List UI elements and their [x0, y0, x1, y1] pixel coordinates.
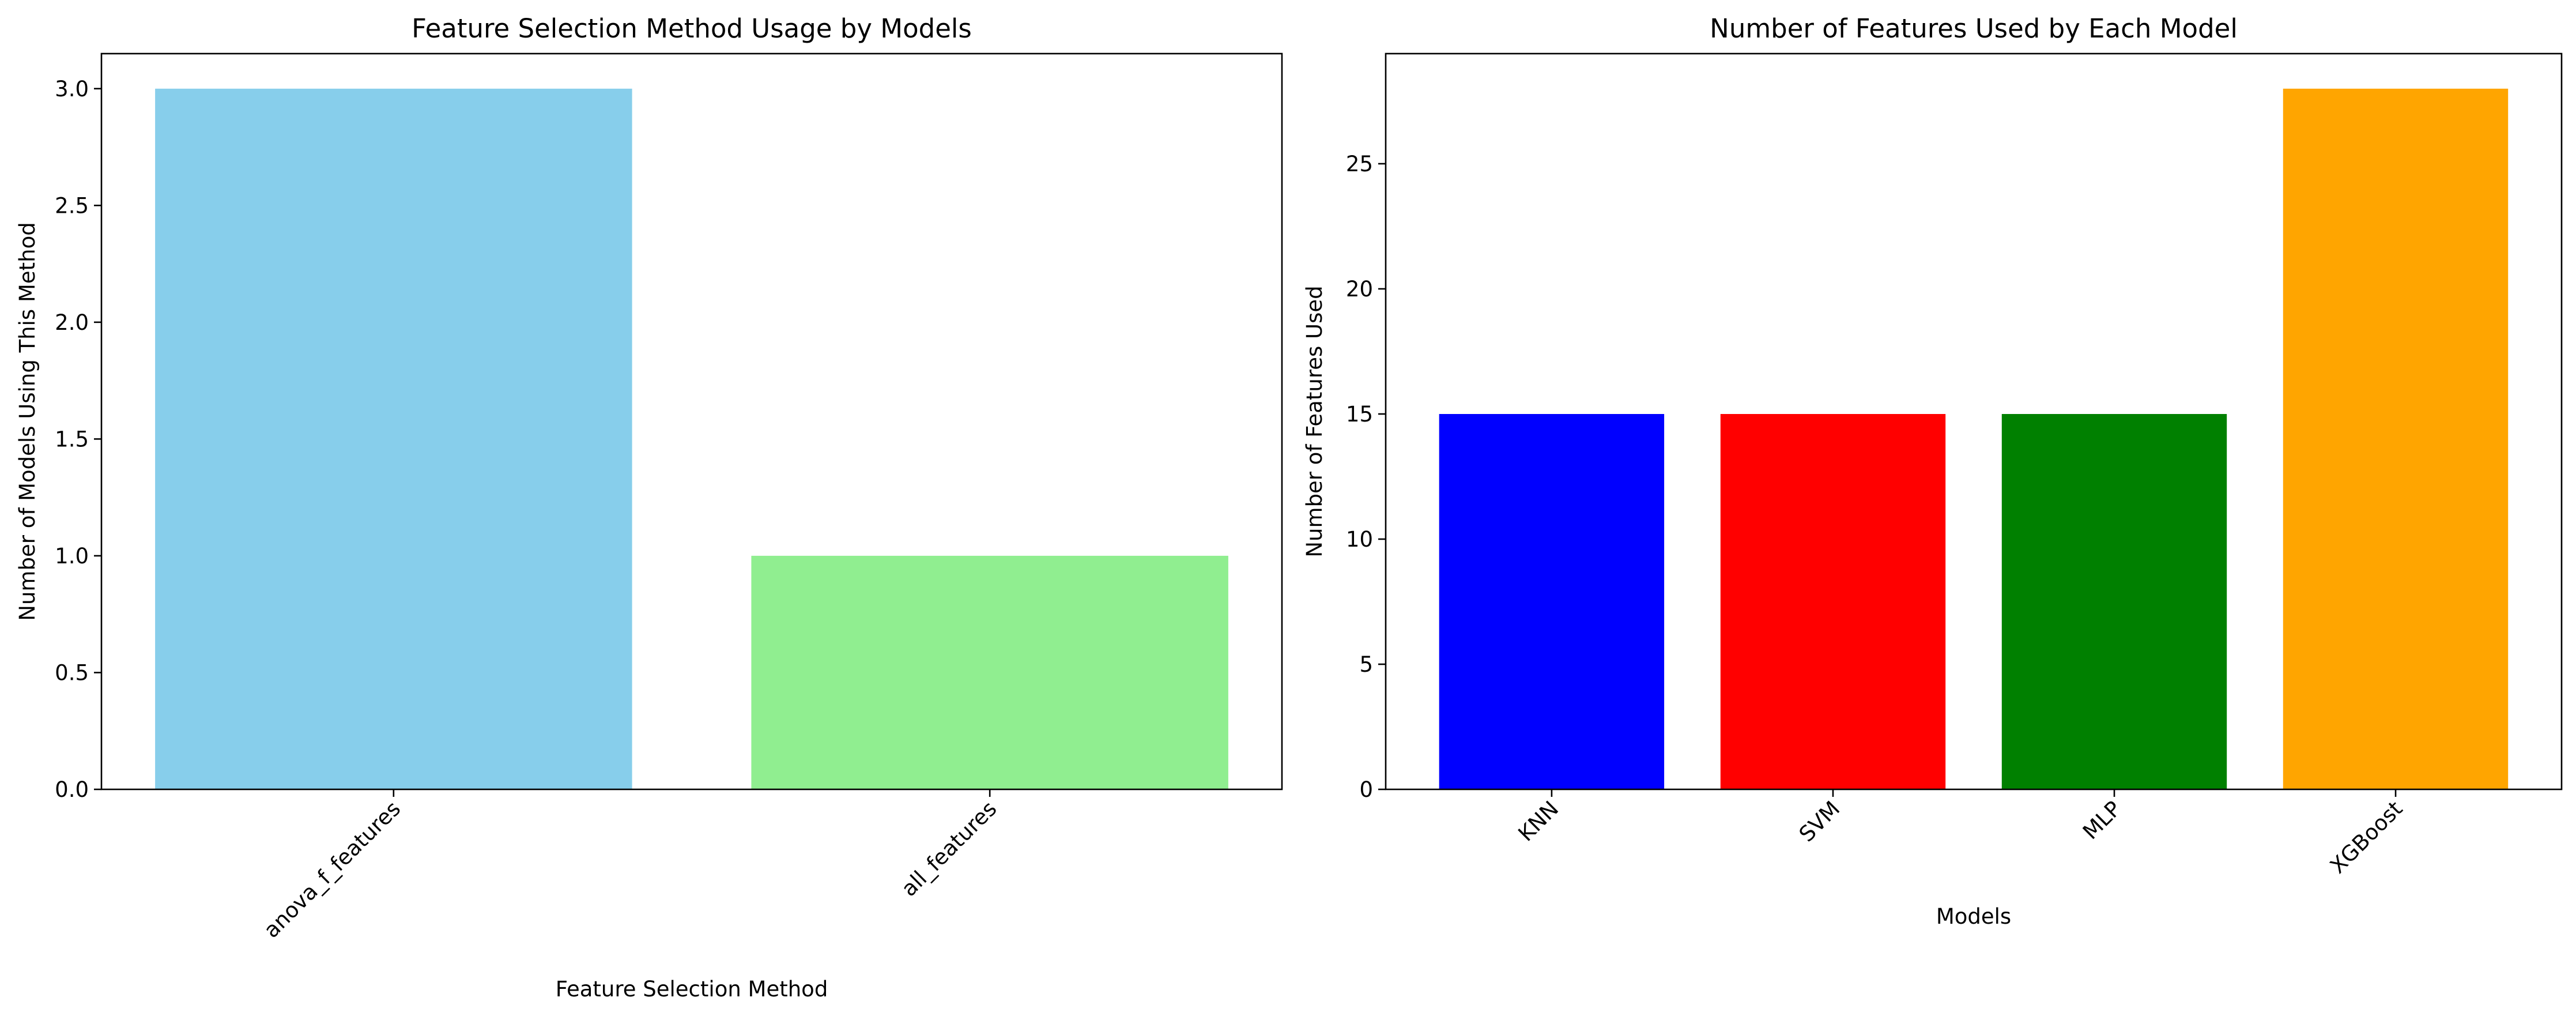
y-tick-label: 1.0: [55, 544, 89, 569]
chart-feature-selection-usage: Feature Selection Method Usage by Models…: [15, 13, 1283, 1002]
y-tick-label: 25: [1346, 152, 1373, 176]
x-axis-label: Models: [1936, 904, 2011, 929]
bar-mlp: [2001, 414, 2227, 789]
plot-frame: [100, 52, 1283, 791]
y-tick-label: 1.5: [55, 427, 89, 451]
bars: [1439, 88, 2509, 789]
x-axis-ticks: KNN SVM MLP XGBoost: [1514, 789, 2407, 878]
y-tick-label: 15: [1346, 402, 1373, 427]
y-tick-label: 2.5: [55, 193, 89, 218]
x-axis-label: Feature Selection Method: [556, 977, 828, 1002]
x-tick-label-svm: SVM: [1794, 796, 1845, 846]
x-tick-label-mlp: MLP: [2078, 796, 2126, 844]
y-tick-label: 5: [1359, 652, 1373, 677]
x-axis-ticks: anova_f_features all_features: [259, 789, 1002, 943]
bar-anova-f-features: [155, 88, 632, 789]
y-tick-label: 10: [1346, 527, 1373, 552]
x-tick-label-anova-f-features: anova_f_features: [259, 796, 405, 943]
y-tick-label: 0: [1359, 777, 1373, 802]
chart-title: Feature Selection Method Usage by Models: [412, 13, 972, 44]
y-axis-ticks: 0.0 0.5 1.0 1.5 2.0 2.5 3.0: [55, 77, 101, 802]
bar-knn: [1439, 414, 1665, 789]
x-tick-label-xgboost: XGBoost: [2325, 796, 2407, 878]
bar-xgboost: [2283, 88, 2509, 789]
bars: [155, 88, 1228, 789]
x-tick-label-all-features: all_features: [896, 796, 1001, 901]
y-axis-label: Number of Features Used: [1302, 285, 1327, 557]
plot-frame: [1385, 52, 2563, 791]
bar-svm: [1720, 414, 1946, 789]
y-axis-label: Number of Models Using This Method: [15, 222, 40, 620]
y-tick-label: 0.5: [55, 660, 89, 685]
y-tick-label: 3.0: [55, 77, 89, 101]
y-axis-ticks: 0 5 10 15 20 25: [1346, 152, 1386, 802]
bar-all-features: [751, 555, 1228, 789]
x-tick-label-knn: KNN: [1514, 796, 1564, 846]
chart-features-per-model: Number of Features Used by Each Model 0 5…: [1302, 13, 2563, 929]
y-tick-label: 0.0: [55, 777, 89, 802]
chart-title: Number of Features Used by Each Model: [1710, 13, 2238, 44]
y-tick-label: 2.0: [55, 310, 89, 335]
y-tick-label: 20: [1346, 277, 1373, 302]
